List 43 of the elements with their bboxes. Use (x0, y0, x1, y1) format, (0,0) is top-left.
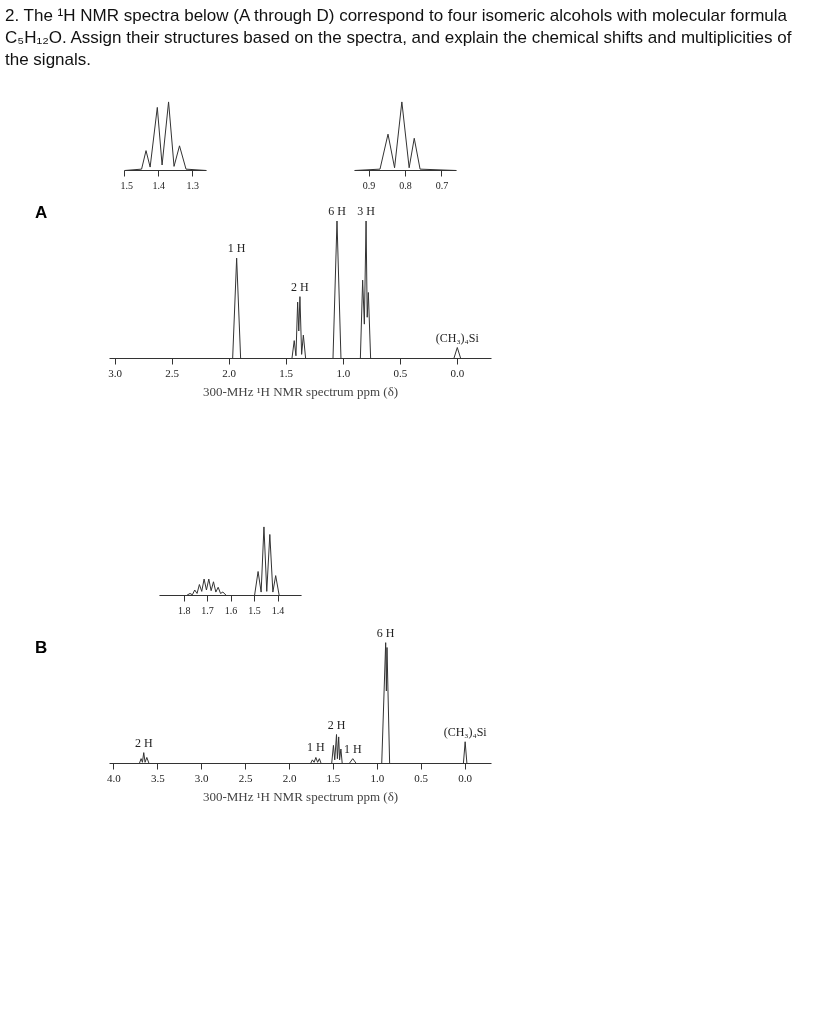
x-tick-label: 3.0 (108, 366, 123, 379)
annotation: 2 H (134, 735, 153, 750)
x-tick-label: 1.8 (177, 604, 191, 616)
x-tick-label: 4.0 (107, 771, 122, 784)
x-tick-label: 3.0 (194, 771, 210, 784)
x-tick-label: 0.9 (362, 179, 376, 191)
x-tick-label: 3.5 (150, 771, 166, 784)
x-tick-label: 2.0 (282, 771, 297, 784)
x-tick-label: 1.3 (186, 179, 200, 191)
x-tick-label: 1.4 (152, 179, 165, 191)
x-axis-title: 300-MHz ¹H NMR spectrum ppm (δ) (202, 788, 399, 804)
x-tick-label: 1.5 (248, 604, 261, 616)
x-tick-label: 0.8 (399, 179, 412, 191)
annotation: (CH₃)₄Si (435, 330, 480, 345)
annotation: 6 H (328, 204, 347, 219)
annotation: (CH₃)₄Si (443, 725, 488, 740)
x-tick-label: 1.0 (336, 366, 351, 379)
annotation: 2 H (327, 717, 346, 732)
annotation: 1 H (343, 741, 362, 756)
x-axis-title: 300-MHz ¹H NMR spectrum ppm (δ) (202, 383, 399, 399)
chart-title: A (35, 202, 48, 225)
chart-title: B (35, 637, 48, 660)
x-tick-label: 1.5 (279, 366, 294, 379)
x-tick-label: 1.0 (370, 771, 385, 784)
x-tick-label: 2.0 (222, 366, 237, 379)
annotation: 1 H (227, 241, 246, 256)
x-tick-label: 0.0 (458, 771, 473, 784)
x-tick-label: 0.7 (435, 179, 449, 191)
x-tick-label: 1.4 (271, 604, 285, 616)
x-tick-label: 0.0 (450, 366, 465, 379)
annotation: 3 H (357, 204, 376, 219)
x-tick-label: 1.6 (224, 604, 238, 616)
x-tick-label: 0.5 (393, 366, 408, 379)
x-tick-label: 1.5 (120, 179, 133, 191)
annotation: 6 H (376, 625, 395, 640)
x-tick-label: 0.5 (414, 771, 429, 784)
annotation: 1 H (307, 740, 326, 755)
x-tick-label: 2.5 (238, 771, 253, 784)
text: 2. The ¹H NMR spectra below (A through D) correspond to four isomeric alcohols with molecular formula C₅H₁₂O. Assign their structures based on the spectra, and explain the chemical shifts and multiplicities of the signals. (5, 5, 793, 72)
x-tick-label: 2.5 (165, 366, 180, 379)
annotation: 2 H (291, 279, 310, 294)
x-tick-label: 1.5 (326, 771, 341, 784)
x-tick-label: 1.7 (201, 604, 214, 616)
